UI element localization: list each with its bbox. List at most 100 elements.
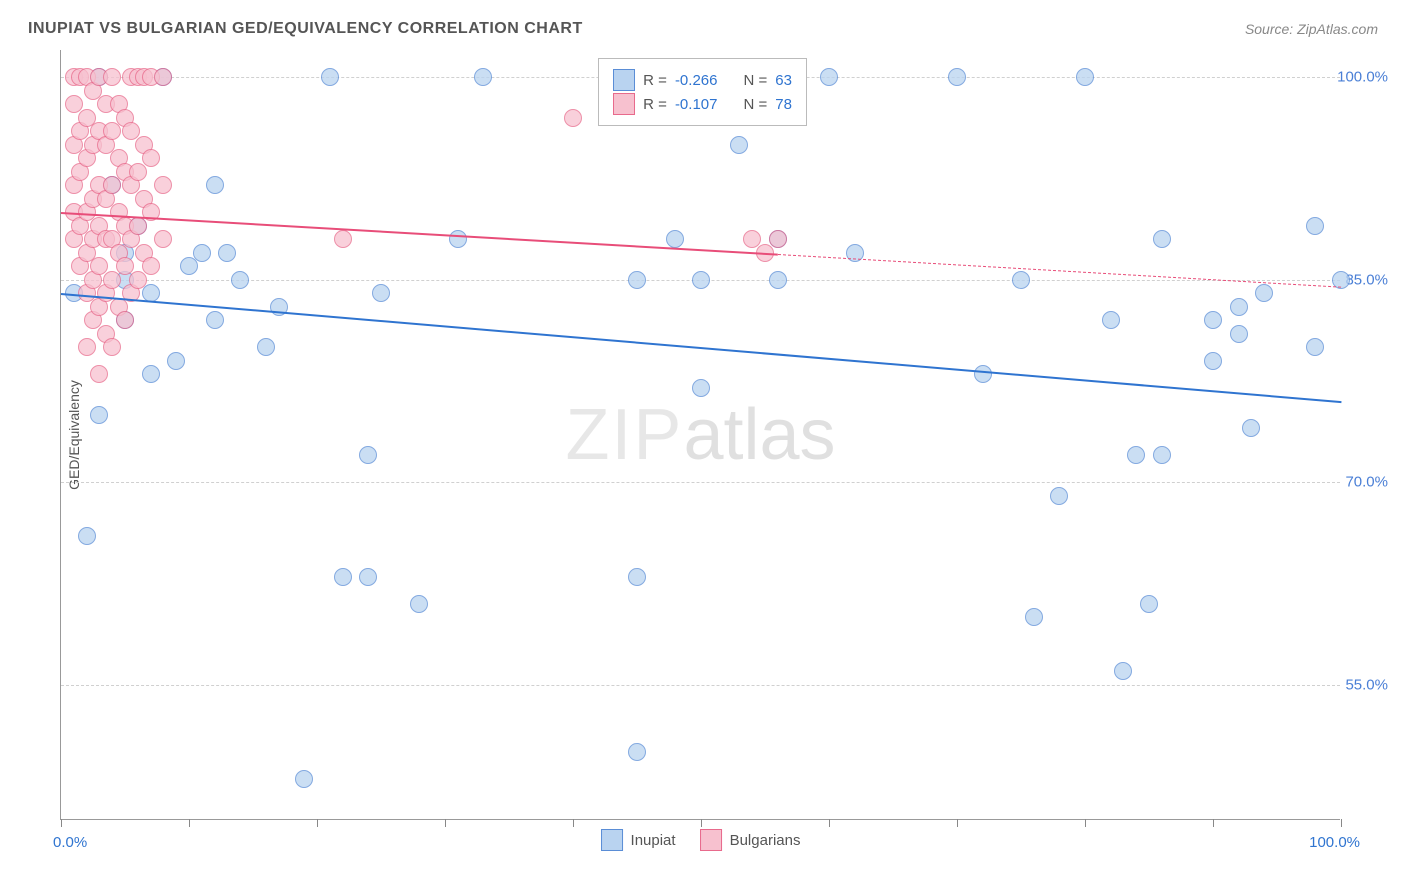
data-point	[948, 68, 966, 86]
data-point	[295, 770, 313, 788]
data-point	[129, 271, 147, 289]
data-point	[142, 257, 160, 275]
data-point	[1242, 419, 1260, 437]
data-point	[129, 163, 147, 181]
legend-n-value: 78	[775, 96, 792, 113]
legend-row: R = -0.107 N = 78	[613, 93, 792, 115]
x-tick	[1085, 819, 1086, 827]
legend-stats: R = -0.266 N = 63 R = -0.107 N = 78	[598, 58, 807, 126]
data-point	[206, 176, 224, 194]
legend-r-value: -0.107	[675, 96, 718, 113]
legend-n-label: N =	[743, 72, 767, 89]
x-tick	[829, 819, 830, 827]
data-point	[1012, 271, 1030, 289]
data-point	[90, 406, 108, 424]
data-point	[142, 365, 160, 383]
data-point	[334, 568, 352, 586]
data-point	[103, 338, 121, 356]
legend-n-label: N =	[743, 96, 767, 113]
data-point	[628, 271, 646, 289]
data-point	[1306, 338, 1324, 356]
data-point	[692, 271, 710, 289]
x-tick	[573, 819, 574, 827]
data-point	[449, 230, 467, 248]
x-max-label: 100.0%	[1309, 834, 1360, 851]
legend-swatch	[700, 829, 722, 851]
data-point	[167, 352, 185, 370]
legend-label: Bulgarians	[730, 832, 801, 849]
data-point	[1153, 230, 1171, 248]
data-point	[1204, 352, 1222, 370]
data-point	[974, 365, 992, 383]
data-point	[78, 527, 96, 545]
data-point	[474, 68, 492, 86]
legend-n-value: 63	[775, 72, 792, 89]
x-tick	[61, 819, 62, 827]
data-point	[78, 338, 96, 356]
data-point	[1114, 662, 1132, 680]
data-point	[154, 230, 172, 248]
trend-line	[778, 254, 1341, 288]
data-point	[1230, 298, 1248, 316]
data-point	[103, 122, 121, 140]
data-point	[1230, 325, 1248, 343]
y-tick-label: 55.0%	[1345, 676, 1388, 693]
data-point	[142, 149, 160, 167]
data-point	[769, 271, 787, 289]
data-point	[103, 271, 121, 289]
data-point	[410, 595, 428, 613]
watermark: ZIPatlas	[565, 394, 835, 476]
legend-swatch	[613, 93, 635, 115]
legend-row: R = -0.266 N = 63	[613, 69, 792, 91]
data-point	[1140, 595, 1158, 613]
plot-area: ZIPatlas GED/Equivalency InupiatBulgaria…	[60, 50, 1340, 820]
data-point	[1153, 446, 1171, 464]
legend-label: Inupiat	[631, 832, 676, 849]
data-point	[116, 311, 134, 329]
legend-swatch	[601, 829, 623, 851]
chart-title: INUPIAT VS BULGARIAN GED/EQUIVALENCY COR…	[28, 20, 583, 38]
data-point	[231, 271, 249, 289]
x-tick	[317, 819, 318, 827]
data-point	[666, 230, 684, 248]
data-point	[1306, 217, 1324, 235]
y-axis-label: GED/Equivalency	[66, 380, 82, 490]
chart-header: INUPIAT VS BULGARIAN GED/EQUIVALENCY COR…	[28, 20, 1378, 38]
data-point	[730, 136, 748, 154]
x-tick	[445, 819, 446, 827]
data-point	[154, 176, 172, 194]
data-point	[129, 217, 147, 235]
data-point	[180, 257, 198, 275]
data-point	[820, 68, 838, 86]
data-point	[103, 176, 121, 194]
data-point	[372, 284, 390, 302]
legend-r-label: R =	[643, 72, 667, 89]
legend-item: Bulgarians	[700, 829, 801, 851]
x-tick	[189, 819, 190, 827]
data-point	[1102, 311, 1120, 329]
data-point	[564, 109, 582, 127]
legend-r-value: -0.266	[675, 72, 718, 89]
data-point	[1050, 487, 1068, 505]
data-point	[193, 244, 211, 262]
data-point	[1076, 68, 1094, 86]
data-point	[628, 743, 646, 761]
data-point	[206, 311, 224, 329]
data-point	[218, 244, 236, 262]
data-point	[769, 230, 787, 248]
data-point	[359, 446, 377, 464]
data-point	[628, 568, 646, 586]
chart-container: INUPIAT VS BULGARIAN GED/EQUIVALENCY COR…	[0, 0, 1406, 892]
x-tick	[701, 819, 702, 827]
data-point	[1204, 311, 1222, 329]
x-tick	[1341, 819, 1342, 827]
x-tick	[957, 819, 958, 827]
data-point	[359, 568, 377, 586]
legend-r-label: R =	[643, 96, 667, 113]
data-point	[1025, 608, 1043, 626]
data-point	[321, 68, 339, 86]
data-point	[90, 365, 108, 383]
x-tick	[1213, 819, 1214, 827]
y-tick-label: 85.0%	[1345, 271, 1388, 288]
data-point	[154, 68, 172, 86]
